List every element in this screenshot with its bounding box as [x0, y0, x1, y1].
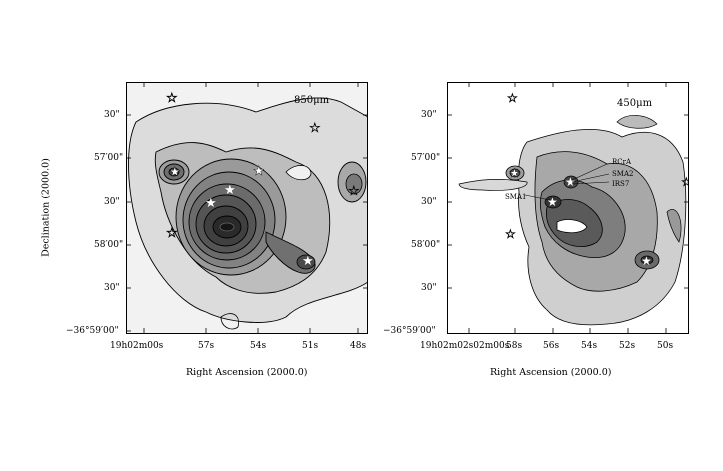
left-ytick-1: 30": [104, 110, 120, 120]
right-xtick-5: 52s: [619, 341, 636, 351]
left-xtick-5: 48s: [350, 341, 367, 351]
left-ytick-5: 30": [104, 283, 120, 293]
star-markers: ☆ ★ ☆ ★ ★ ★ ☆: [505, 91, 692, 268]
left-ytick-4: 58′00": [94, 240, 124, 250]
source-label-sma2: SMA2: [612, 170, 634, 178]
left-xtick-2: 57s: [198, 341, 215, 351]
svg-text:☆: ☆: [166, 226, 178, 241]
right-xtick-3: 56s: [543, 341, 560, 351]
right-ytick-6: −36°59′00": [383, 326, 436, 336]
source-label-rcra: RCrA: [612, 158, 632, 166]
right-ytick-4: 58′00": [411, 240, 441, 250]
right-ytick-2: 57′00": [411, 153, 441, 163]
left-ytick-3: 30": [104, 197, 120, 207]
star-markers: ☆ ★ ☆ ★ ★ ★ ★ ☆ ☆: [166, 91, 360, 269]
right-map-panel: ☆ ★ ☆ ★ ★ ★ ☆: [447, 82, 692, 334]
left-wavelength-label: 850μm: [294, 95, 330, 106]
svg-text:★: ★: [169, 165, 181, 180]
right-ra-axis-label: Right Ascension (2000.0): [490, 367, 612, 378]
svg-text:★: ★: [565, 175, 576, 189]
svg-text:★: ★: [641, 254, 652, 268]
source-label-sma1: SMA1: [505, 193, 527, 201]
right-map-image: ☆ ★ ☆ ★ ★ ★ ☆: [447, 82, 692, 334]
svg-text:★: ★: [509, 166, 520, 180]
svg-text:☆: ☆: [507, 91, 518, 105]
svg-text:★: ★: [224, 183, 236, 198]
right-xtick-4: 54s: [581, 341, 598, 351]
svg-text:☆: ☆: [505, 227, 516, 241]
declination-axis-label: Declination (2000.0): [40, 158, 52, 257]
svg-text:☆: ☆: [348, 184, 360, 199]
left-xtick-4: 51s: [302, 341, 319, 351]
left-map-image: ☆ ★ ☆ ★ ★ ★ ★ ☆ ☆: [126, 82, 369, 334]
left-ytick-2: 57′00": [94, 153, 124, 163]
right-xtick-1: 19h02m02s02m00s: [420, 341, 510, 351]
left-xtick-1: 19h02m00s: [110, 341, 164, 351]
right-ytick-1: 30": [421, 110, 437, 120]
svg-text:★: ★: [547, 195, 558, 209]
left-xtick-3: 54s: [250, 341, 267, 351]
right-xtick-2: 58s: [506, 341, 523, 351]
svg-text:★: ★: [205, 196, 217, 211]
left-ytick-6: −36°59′00": [66, 326, 119, 336]
right-xtick-6: 50s: [657, 341, 674, 351]
right-ytick-5: 30": [421, 283, 437, 293]
left-ra-axis-label: Right Ascension (2000.0): [186, 367, 308, 378]
right-wavelength-label: 450μm: [617, 98, 653, 109]
svg-text:☆: ☆: [166, 91, 178, 106]
svg-text:★: ★: [302, 254, 314, 269]
left-map-panel: ☆ ★ ☆ ★ ★ ★ ★ ☆ ☆: [126, 82, 369, 334]
svg-text:☆: ☆: [681, 175, 689, 189]
right-ytick-3: 30": [421, 197, 437, 207]
svg-text:★: ★: [253, 164, 265, 179]
svg-text:☆: ☆: [309, 121, 321, 136]
source-label-irs7: IRS7: [612, 180, 630, 188]
